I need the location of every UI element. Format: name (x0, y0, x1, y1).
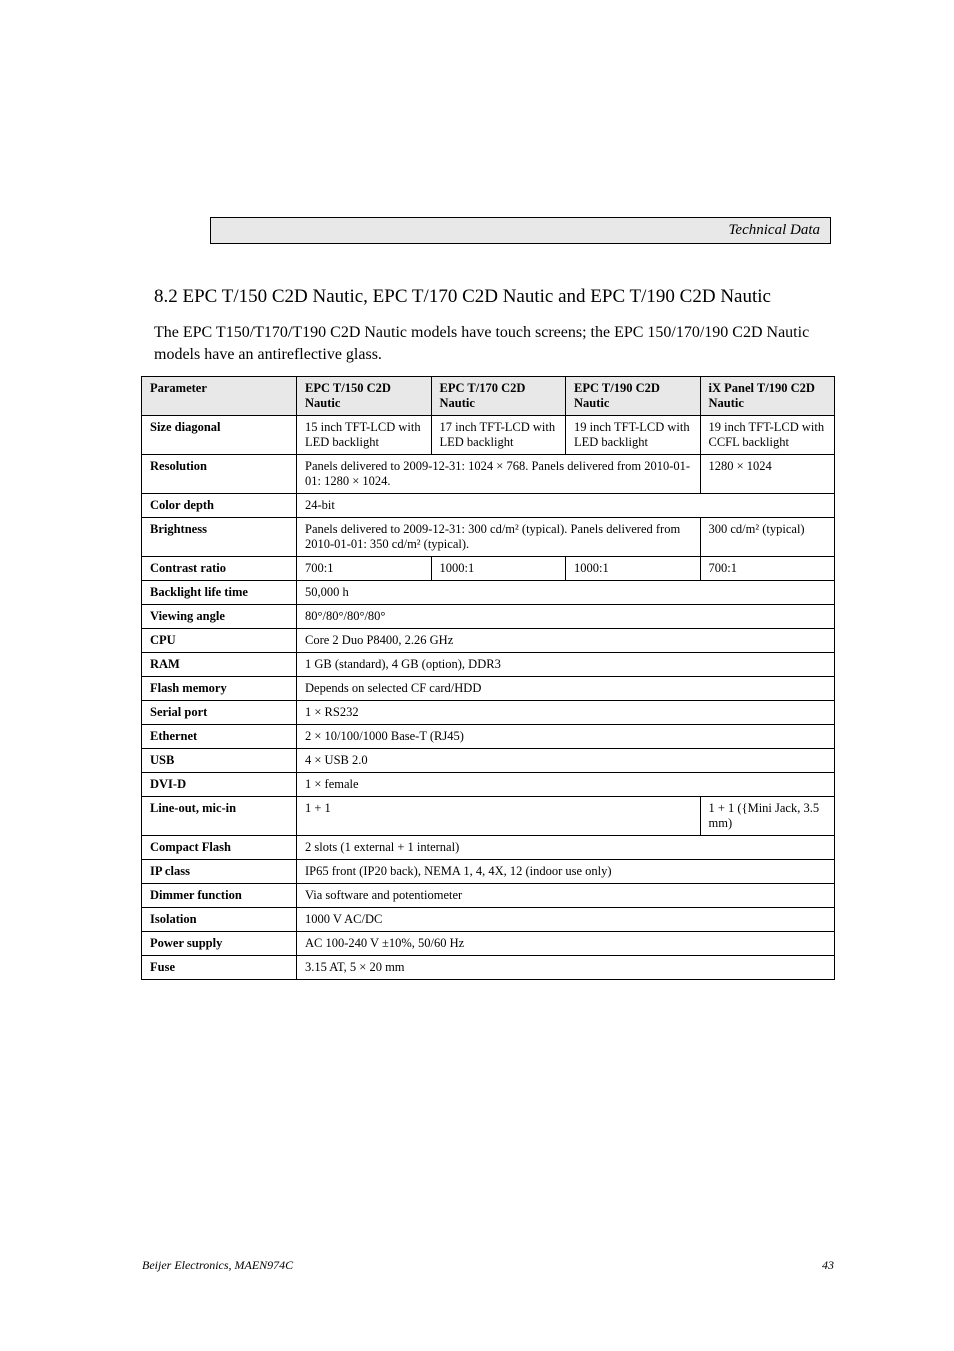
cell-value: 1 × female (297, 773, 835, 797)
row-label: Ethernet (142, 725, 297, 749)
cell-value: Panels delivered to 2009-12-31: 1024 × 7… (297, 455, 701, 494)
page-header-title: Technical Data (728, 222, 820, 238)
table-row: Size diagonal15 inch TFT-LCD with LED ba… (142, 416, 835, 455)
row-label: RAM (142, 653, 297, 677)
cell-value: 2 × 10/100/1000 Base-T (RJ45) (297, 725, 835, 749)
row-label: Backlight life time (142, 581, 297, 605)
table-row: Ethernet2 × 10/100/1000 Base-T (RJ45) (142, 725, 835, 749)
cell-value: 1 GB (standard), 4 GB (option), DDR3 (297, 653, 835, 677)
row-label: Flash memory (142, 677, 297, 701)
cell-value: Panels delivered to 2009-12-31: 300 cd/m… (297, 518, 701, 557)
cell-value: 1000:1 (566, 557, 701, 581)
cell-value: AC 100-240 V ±10%, 50/60 Hz (297, 932, 835, 956)
footer-page-number: 43 (822, 1258, 834, 1273)
row-label: Viewing angle (142, 605, 297, 629)
cell-value: 19 inch TFT-LCD with CCFL backlight (700, 416, 835, 455)
cell-value: 1 × RS232 (297, 701, 835, 725)
col-header-model: EPC T/150 C2D Nautic (297, 377, 432, 416)
table-row: BrightnessPanels delivered to 2009-12-31… (142, 518, 835, 557)
cell-value: 1000:1 (431, 557, 566, 581)
cell-value: 15 inch TFT-LCD with LED backlight (297, 416, 432, 455)
table-row: Fuse3.15 AT, 5 × 20 mm (142, 956, 835, 980)
table-row: Compact Flash2 slots (1 external + 1 int… (142, 836, 835, 860)
cell-value: Core 2 Duo P8400, 2.26 GHz (297, 629, 835, 653)
cell-value: 3.15 AT, 5 × 20 mm (297, 956, 835, 980)
col-header-model: iX Panel T/190 C2D Nautic (700, 377, 835, 416)
table-row: Power supplyAC 100-240 V ±10%, 50/60 Hz (142, 932, 835, 956)
row-label: IP class (142, 860, 297, 884)
cell-value: 300 cd/m² (typical) (700, 518, 835, 557)
page-header-box: Technical Data (210, 217, 831, 244)
table-row: Contrast ratio700:11000:11000:1700:1 (142, 557, 835, 581)
cell-value: 1000 V AC/DC (297, 908, 835, 932)
cell-value: 17 inch TFT-LCD with LED backlight (431, 416, 566, 455)
table-row: Color depth24-bit (142, 494, 835, 518)
table-row: Backlight life time50,000 h (142, 581, 835, 605)
cell-value: 4 × USB 2.0 (297, 749, 835, 773)
cell-value: 700:1 (700, 557, 835, 581)
row-label: Brightness (142, 518, 297, 557)
cell-value: 24-bit (297, 494, 835, 518)
cell-value: 1 + 1 (297, 797, 701, 836)
section-heading: 8.2 EPC T/150 C2D Nautic, EPC T/170 C2D … (154, 286, 771, 308)
table-row: Viewing angle80°/80°/80°/80° (142, 605, 835, 629)
table-row: ResolutionPanels delivered to 2009-12-31… (142, 455, 835, 494)
row-label: CPU (142, 629, 297, 653)
cell-value: IP65 front (IP20 back), NEMA 1, 4, 4X, 1… (297, 860, 835, 884)
footer-left: Beijer Electronics, MAEN974C (142, 1258, 293, 1273)
row-label: Contrast ratio (142, 557, 297, 581)
intro-paragraph: The EPC T150/T170/T190 C2D Nautic models… (154, 322, 834, 365)
col-header-parameter: Parameter (142, 377, 297, 416)
spec-table: ParameterEPC T/150 C2D NauticEPC T/170 C… (141, 376, 835, 980)
table-row: Dimmer functionVia software and potentio… (142, 884, 835, 908)
table-row: DVI-D1 × female (142, 773, 835, 797)
row-label: Dimmer function (142, 884, 297, 908)
row-label: USB (142, 749, 297, 773)
row-label: Fuse (142, 956, 297, 980)
table-row: Isolation1000 V AC/DC (142, 908, 835, 932)
row-label: Color depth (142, 494, 297, 518)
cell-value: 2 slots (1 external + 1 internal) (297, 836, 835, 860)
row-label: Power supply (142, 932, 297, 956)
row-label: Isolation (142, 908, 297, 932)
table-row: CPUCore 2 Duo P8400, 2.26 GHz (142, 629, 835, 653)
cell-value: 700:1 (297, 557, 432, 581)
row-label: Resolution (142, 455, 297, 494)
cell-value: 1 + 1 ({Mini Jack, 3.5 mm) (700, 797, 835, 836)
cell-value: Depends on selected CF card/HDD (297, 677, 835, 701)
col-header-model: EPC T/170 C2D Nautic (431, 377, 566, 416)
cell-value: 19 inch TFT-LCD with LED backlight (566, 416, 701, 455)
table-row: Line-out, mic-in1 + 11 + 1 ({Mini Jack, … (142, 797, 835, 836)
table-row: Flash memoryDepends on selected CF card/… (142, 677, 835, 701)
col-header-model: EPC T/190 C2D Nautic (566, 377, 701, 416)
cell-value: 50,000 h (297, 581, 835, 605)
row-label: DVI-D (142, 773, 297, 797)
table-row: USB4 × USB 2.0 (142, 749, 835, 773)
cell-value: 1280 × 1024 (700, 455, 835, 494)
cell-value: 80°/80°/80°/80° (297, 605, 835, 629)
table-row: Serial port1 × RS232 (142, 701, 835, 725)
row-label: Serial port (142, 701, 297, 725)
row-label: Size diagonal (142, 416, 297, 455)
row-label: Line-out, mic-in (142, 797, 297, 836)
row-label: Compact Flash (142, 836, 297, 860)
table-row: IP classIP65 front (IP20 back), NEMA 1, … (142, 860, 835, 884)
cell-value: Via software and potentiometer (297, 884, 835, 908)
table-row: RAM1 GB (standard), 4 GB (option), DDR3 (142, 653, 835, 677)
